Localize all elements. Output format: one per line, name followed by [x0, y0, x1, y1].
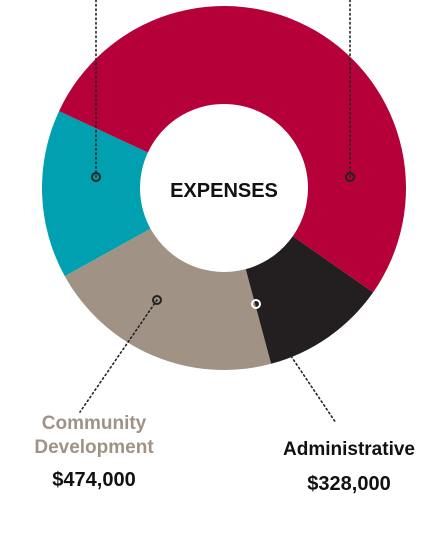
teal-slice: [41, 111, 151, 277]
crimson-leader-marker: [345, 172, 355, 182]
community-development-leader-marker: [152, 295, 162, 305]
community-development-label: Community Development $474,000: [0, 412, 188, 492]
chart-center-title: EXPENSES: [170, 180, 278, 202]
teal-leader-marker: [91, 172, 101, 182]
community-development-name: Community Development: [34, 413, 154, 458]
administrative-label: Administrative $328,000: [250, 438, 448, 496]
administrative-slice: [245, 236, 374, 364]
community-development-slice: [64, 228, 272, 370]
community-development-leader: [79, 299, 158, 413]
administrative-leader-marker: [251, 299, 261, 309]
community-development-amount: $474,000: [52, 469, 136, 491]
administrative-leader: [255, 303, 337, 424]
administrative-amount: $328,000: [307, 473, 391, 495]
administrative-name: Administrative: [283, 439, 415, 460]
crimson-slice: [59, 5, 407, 293]
